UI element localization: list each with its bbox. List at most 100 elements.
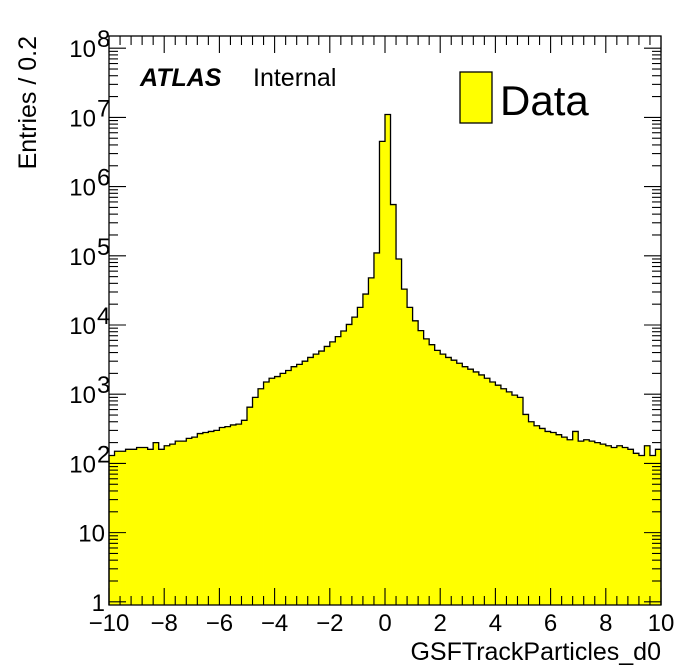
histogram-bin xyxy=(556,434,563,605)
histogram-bin xyxy=(523,414,529,605)
histogram-bin xyxy=(434,350,441,605)
histogram-bin xyxy=(296,364,303,605)
histogram-bin xyxy=(456,363,463,605)
histogram-bin xyxy=(638,455,645,605)
histogram-bin xyxy=(385,114,391,606)
y-tick-label: 10 xyxy=(69,36,96,63)
histogram-bin xyxy=(340,330,347,605)
legend-swatch xyxy=(459,71,493,124)
histogram-bin xyxy=(633,453,640,605)
histogram-bin xyxy=(550,432,557,605)
histogram-bin xyxy=(202,432,209,605)
histogram-bin xyxy=(274,376,281,605)
histogram-bin xyxy=(517,397,524,605)
histogram-bin xyxy=(180,441,187,605)
x-tick-label: 6 xyxy=(544,610,557,637)
y-tick-exponent: 6 xyxy=(97,165,110,192)
histogram-bin xyxy=(644,445,651,605)
histogram-bin xyxy=(302,361,309,605)
y-tick-exponent: 7 xyxy=(97,95,110,122)
histogram-bin xyxy=(451,360,458,605)
histogram-bin xyxy=(269,378,275,605)
histogram-bin xyxy=(578,441,585,605)
histogram-bin xyxy=(285,370,292,605)
histogram-bin xyxy=(616,445,623,605)
y-tick-exponent: 3 xyxy=(97,372,110,399)
histogram-bin xyxy=(407,307,413,605)
y-tick-label: 10 xyxy=(69,451,96,478)
histogram-bin xyxy=(362,294,369,605)
histogram-bin xyxy=(230,424,237,605)
histogram-bin xyxy=(114,451,121,605)
histogram-bin xyxy=(589,441,596,605)
x-axis-label: GSFTrackParticles_d0 xyxy=(410,638,661,666)
y-tick-exponent: 5 xyxy=(97,234,110,261)
histogram-bin xyxy=(307,357,314,605)
y-axis-label: Entries / 0.2 xyxy=(14,36,42,169)
histogram-bin xyxy=(346,324,353,605)
histogram-bin xyxy=(213,430,220,605)
x-tick-label: 0 xyxy=(378,610,391,637)
histogram-bin xyxy=(379,141,386,606)
histogram-bin xyxy=(335,336,342,605)
x-tick-label: −10 xyxy=(89,610,130,637)
histogram-bin xyxy=(186,438,193,605)
histogram-bin xyxy=(412,320,419,605)
histogram-bin xyxy=(583,439,590,605)
histogram-bin xyxy=(235,424,242,605)
histogram-bin xyxy=(429,344,436,605)
histogram-bin xyxy=(169,444,176,605)
histogram-bin xyxy=(252,397,259,605)
histogram-bin xyxy=(318,351,325,605)
x-tick-label: −8 xyxy=(151,610,178,637)
y-tick-label: 10 xyxy=(78,521,105,548)
histogram-bin xyxy=(611,447,618,605)
histogram-bin xyxy=(418,330,425,605)
histogram-bin xyxy=(396,258,402,605)
histogram-bin xyxy=(142,447,149,605)
histogram-bin xyxy=(219,427,226,605)
histogram-bin xyxy=(373,252,380,606)
histogram-bin xyxy=(572,431,579,605)
histogram-bin xyxy=(506,391,513,605)
y-tick-exponent: 4 xyxy=(97,303,110,330)
histogram-bin xyxy=(567,439,574,605)
histogram-bin xyxy=(539,428,546,605)
legend-entry-data: Data xyxy=(500,77,589,124)
histogram-bin xyxy=(153,442,160,605)
histogram-bin xyxy=(351,317,358,605)
histogram-bin xyxy=(489,382,496,605)
x-tick-label: 4 xyxy=(489,610,502,637)
y-tick-label: 10 xyxy=(69,175,96,202)
histogram-bin xyxy=(208,431,215,605)
y-tick-label: 1 xyxy=(92,590,105,617)
histogram-bin xyxy=(258,388,264,605)
histogram-bin xyxy=(478,374,485,605)
histogram-bin xyxy=(131,449,137,605)
histogram-bin xyxy=(605,445,612,605)
histogram-bin xyxy=(511,395,518,605)
atlas-label: ATLAS xyxy=(139,64,222,92)
y-tick-exponent: 2 xyxy=(97,441,110,468)
histogram-bin xyxy=(291,366,298,605)
histogram-bin xyxy=(224,426,231,605)
histogram-bin xyxy=(329,341,336,605)
histogram-bin xyxy=(313,354,320,605)
histogram-bin xyxy=(197,433,204,605)
x-tick-label: −6 xyxy=(206,610,233,637)
y-tick-label: 10 xyxy=(69,105,96,132)
histogram-bin xyxy=(534,425,540,605)
histogram-outline xyxy=(108,113,662,605)
internal-label: Internal xyxy=(253,64,336,92)
histogram-bin xyxy=(147,449,154,605)
x-tick-label: 10 xyxy=(648,610,675,637)
histogram-bin xyxy=(390,204,397,605)
histogram-bin xyxy=(495,385,502,605)
histogram-bin xyxy=(655,449,662,605)
histogram-bin xyxy=(324,346,331,605)
histogram-bin xyxy=(109,455,115,605)
y-tick-label: 10 xyxy=(69,244,96,271)
y-tick-label: 10 xyxy=(69,382,96,409)
histogram-bin xyxy=(120,451,126,605)
